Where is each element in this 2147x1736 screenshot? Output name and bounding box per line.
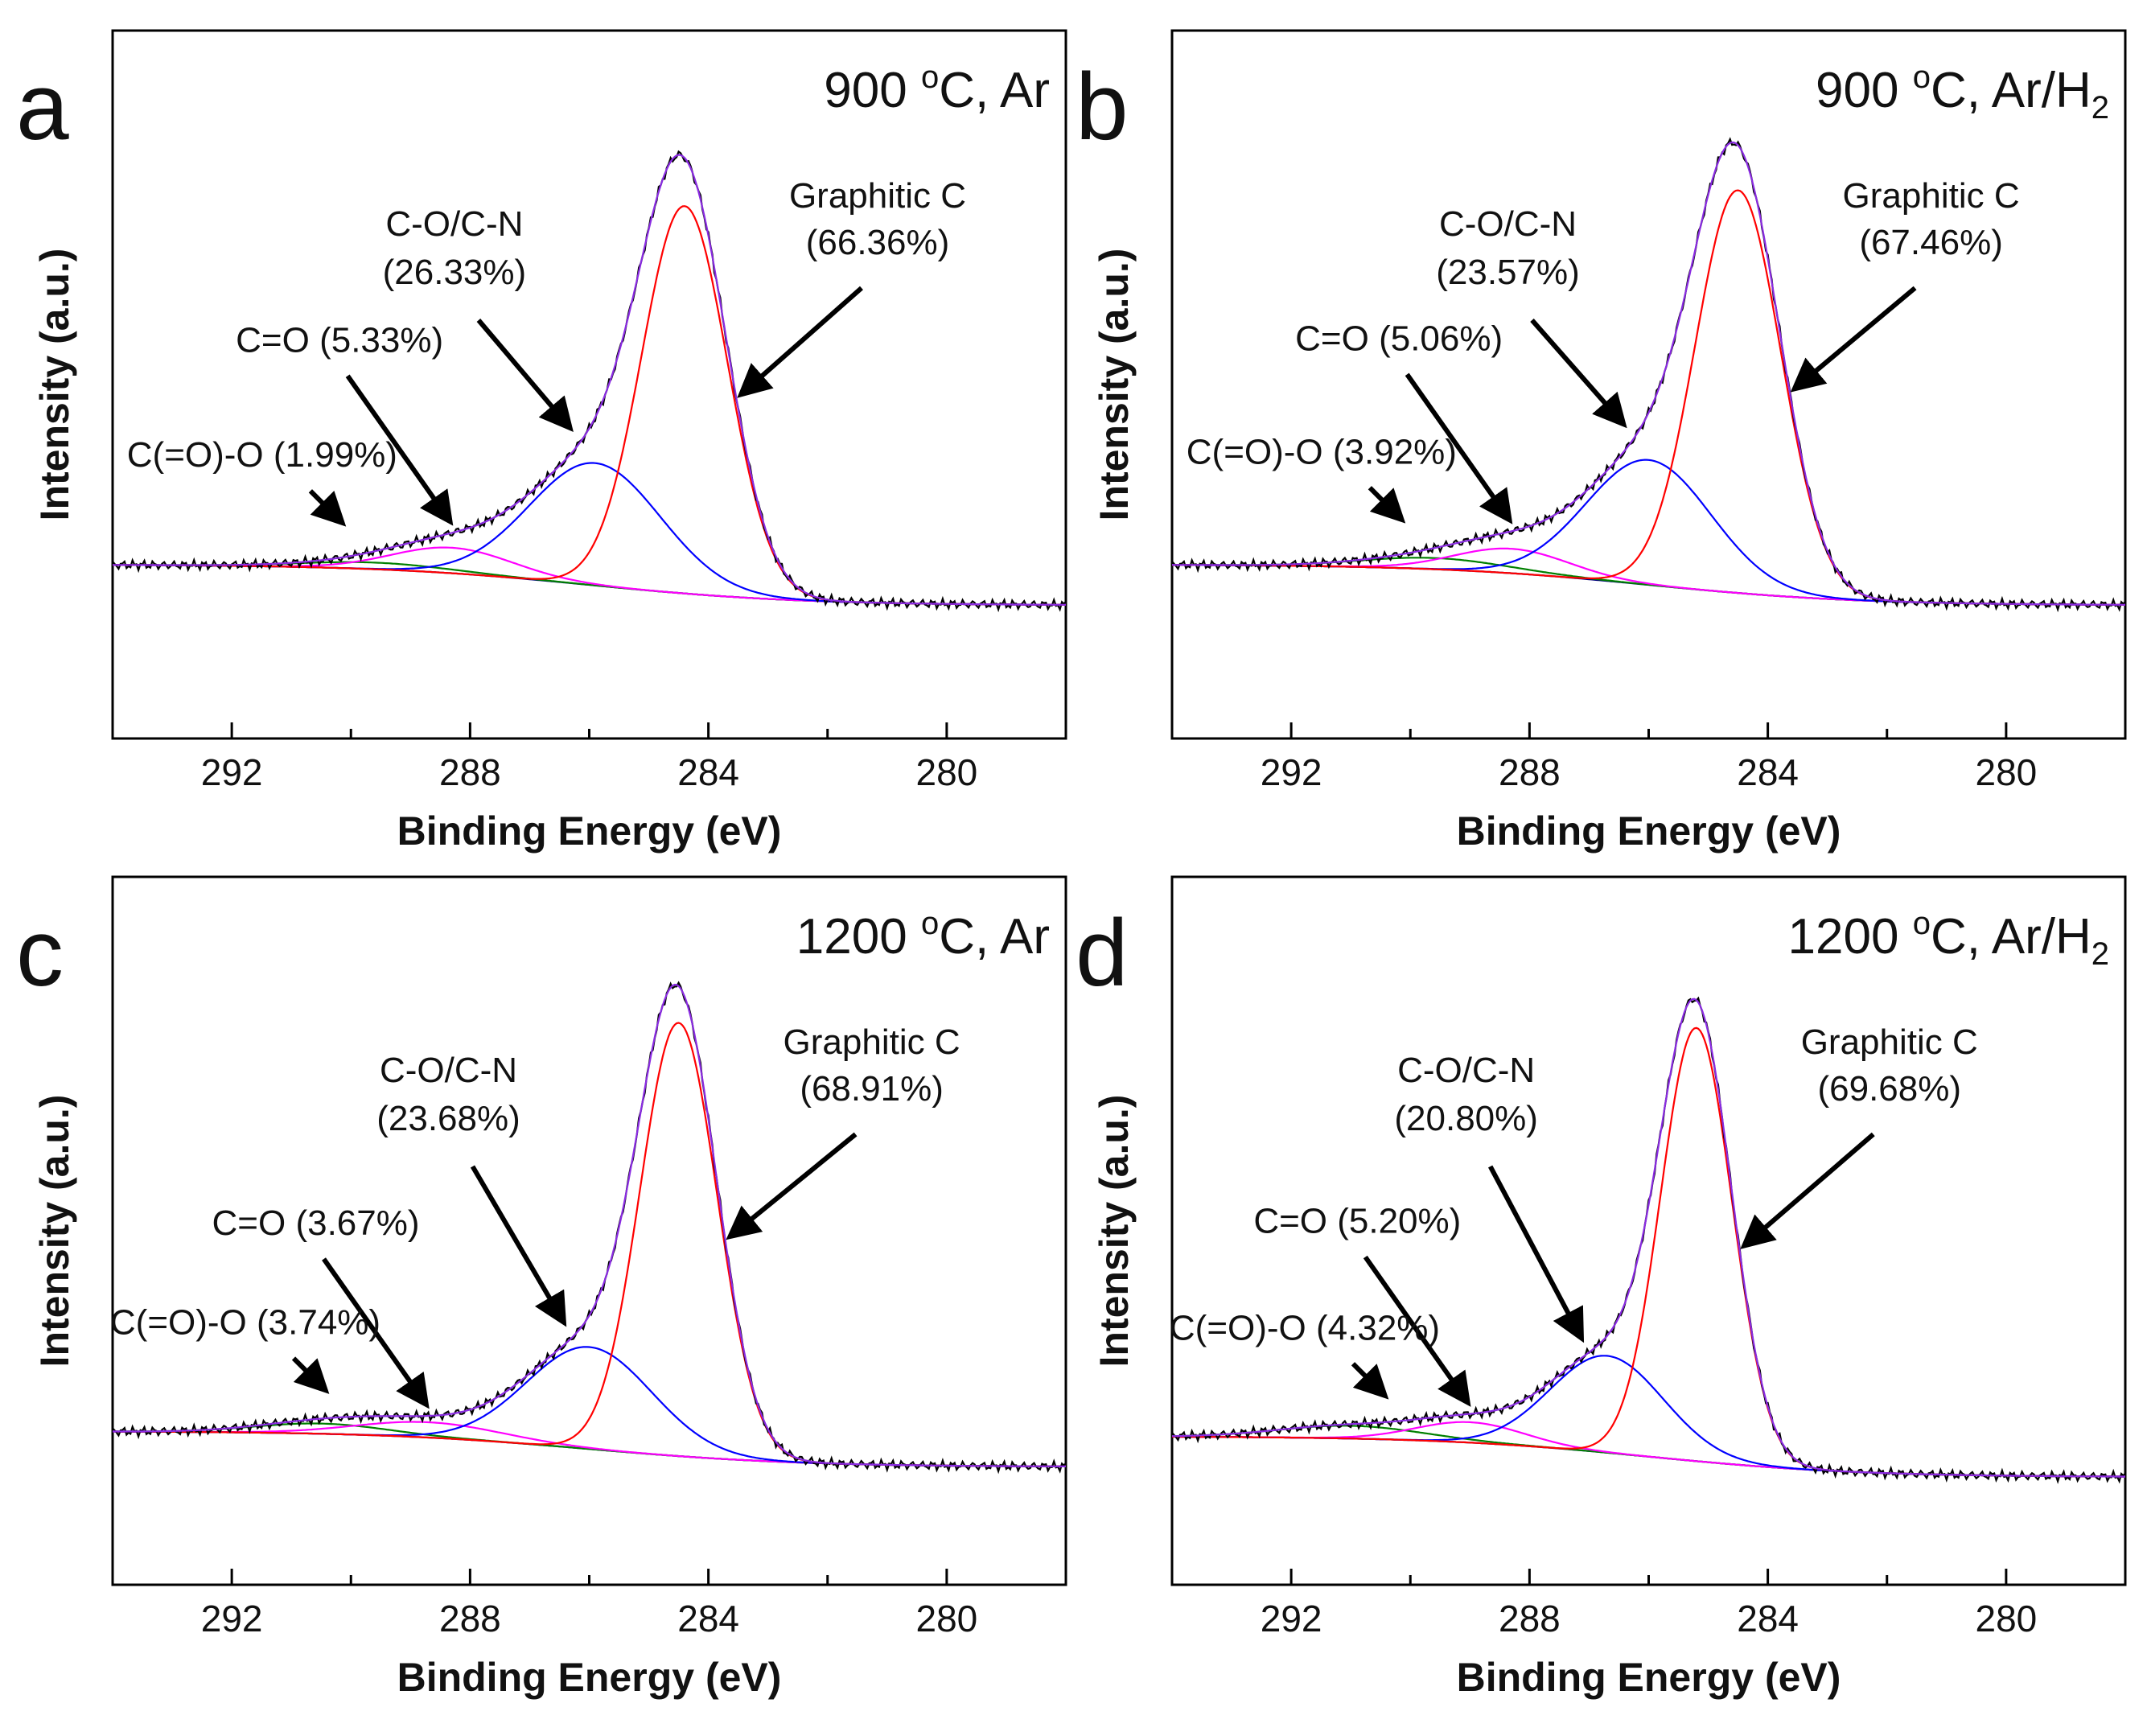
coo-arrow	[308, 489, 347, 527]
c-double-o-arrow	[322, 1257, 430, 1409]
co-cn-label: C-O/C-N	[380, 1051, 517, 1090]
condition-label: 1200 oC, Ar	[796, 906, 1050, 965]
graphitic-arrow	[1740, 1132, 1875, 1249]
raw-spectrum-curve	[112, 150, 1067, 613]
graphitic-label: Graphitic C	[1801, 1022, 1978, 1062]
x-axis-title: Binding Energy (eV)	[1457, 808, 1841, 854]
peak-graphitic-curve	[113, 205, 1066, 606]
graphitic-label: Graphitic C	[784, 1022, 960, 1062]
x-tick-label: 280	[1976, 751, 2038, 793]
envelope-fit-curve	[112, 154, 1066, 606]
panel-letter: b	[1076, 54, 1129, 160]
graphitic-label: Graphitic C	[1843, 176, 2020, 216]
x-axis-title: Binding Energy (eV)	[397, 1655, 782, 1700]
x-tick-label: 284	[677, 751, 739, 793]
coo-label: C(=O)-O (3.92%)	[1187, 432, 1457, 471]
y-axis-title: Intensity (a.u.)	[32, 249, 77, 521]
x-tick-label: 292	[1261, 1598, 1322, 1639]
graphitic-label: Graphitic C	[789, 176, 966, 216]
peak-c-double-o-curve	[113, 1421, 1066, 1467]
graphitic-arrow	[737, 286, 863, 398]
c-double-o-arrow	[1363, 1255, 1471, 1407]
x-tick-label: 292	[1261, 751, 1322, 793]
envelope-fit-curve	[1172, 998, 2125, 1478]
co-cn-label: C-O/C-N	[1397, 1051, 1535, 1090]
x-tick-label: 284	[677, 1598, 739, 1639]
condition-label: 900 oC, Ar	[824, 60, 1050, 118]
x-tick-label: 284	[1737, 751, 1799, 793]
co-cn-percent: (26.33%)	[383, 253, 527, 292]
x-tick-label: 284	[1737, 1598, 1799, 1639]
co-cn-percent: (23.57%)	[1436, 253, 1580, 292]
condition-label: 1200 oC, Ar/H2	[1788, 906, 2109, 972]
coo-arrow	[291, 1356, 330, 1394]
peak-co-cn-curve	[1172, 1355, 2125, 1478]
x-tick-label: 280	[1976, 1598, 2038, 1639]
c-double-o-label: C=O (5.06%)	[1295, 319, 1503, 358]
co-cn-arrow	[1530, 319, 1627, 429]
x-tick-label: 288	[439, 1598, 501, 1639]
x-tick-label: 288	[439, 751, 501, 793]
peak-c-double-o-curve	[1172, 1421, 2125, 1478]
panel-c: 292 288 284 280 Binding Energy (eV) Intensity…	[16, 875, 1067, 1700]
peak-coo-curve	[1172, 557, 2125, 606]
co-cn-percent: (20.80%)	[1394, 1099, 1538, 1138]
peak-coo-curve	[113, 1422, 1066, 1467]
x-tick-label: 288	[1499, 751, 1561, 793]
y-axis-title: Intensity (a.u.)	[32, 1095, 77, 1368]
co-cn-arrow	[476, 319, 574, 433]
x-tick-label: 280	[916, 1598, 978, 1639]
plot-frame	[1170, 29, 2127, 740]
panel-letter: c	[16, 900, 64, 1006]
graphitic-arrow	[726, 1132, 858, 1240]
co-cn-label: C-O/C-N	[1439, 204, 1577, 244]
condition-label: 900 oC, Ar/H2	[1816, 60, 2109, 125]
coo-arrow	[1351, 1362, 1389, 1400]
coo-label: C(=O)-O (4.32%)	[1170, 1308, 1440, 1347]
x-tick-label: 288	[1499, 1598, 1561, 1639]
c-double-o-arrow	[345, 374, 454, 526]
graphitic-percent: (68.91%)	[800, 1069, 944, 1109]
panel-b: 292 288 284 280 Binding Energy (eV) Intensity…	[1076, 29, 2127, 854]
coo-label: C(=O)-O (3.74%)	[110, 1302, 380, 1342]
c-double-o-label: C=O (5.33%)	[236, 320, 443, 360]
c-double-o-label: C=O (3.67%)	[212, 1203, 420, 1243]
y-axis-title: Intensity (a.u.)	[1092, 1095, 1137, 1368]
peak-c-double-o-curve	[113, 546, 1066, 606]
peak-graphitic-curve	[1172, 1026, 2125, 1478]
panel-letter: d	[1076, 900, 1129, 1006]
co-cn-percent: (23.68%)	[376, 1099, 520, 1138]
coo-arrow	[1368, 486, 1406, 524]
graphitic-arrow	[1790, 286, 1917, 393]
panel-a: 292 288 284 280 Binding Energy (eV) Intensity…	[16, 29, 1067, 854]
coo-label: C(=O)-O (1.99%)	[127, 435, 397, 475]
envelope-fit-curve	[113, 983, 1066, 1467]
c-double-o-arrow	[1405, 372, 1513, 525]
panel-d: 292 288 284 280 Binding Energy (eV) Intensity…	[1076, 875, 2127, 1700]
envelope-fit-curve	[1172, 141, 2125, 606]
graphitic-percent: (67.46%)	[1859, 223, 2003, 262]
x-axis-title: Binding Energy (eV)	[397, 808, 782, 854]
x-axis-title: Binding Energy (eV)	[1457, 1655, 1841, 1700]
x-tick-label: 292	[201, 1598, 263, 1639]
x-tick-label: 280	[916, 751, 978, 793]
co-cn-label: C-O/C-N	[385, 204, 523, 244]
co-cn-arrow	[1488, 1165, 1585, 1343]
peak-coo-curve	[1172, 1425, 2125, 1478]
graphitic-percent: (66.36%)	[806, 223, 950, 262]
plot-frame	[111, 29, 1067, 740]
x-tick-label: 292	[201, 751, 263, 793]
y-axis-title: Intensity (a.u.)	[1092, 249, 1137, 521]
co-cn-arrow	[470, 1165, 567, 1327]
c-double-o-label: C=O (5.20%)	[1253, 1202, 1461, 1241]
graphitic-percent: (69.68%)	[1817, 1069, 1961, 1109]
panel-letter: a	[16, 54, 69, 160]
